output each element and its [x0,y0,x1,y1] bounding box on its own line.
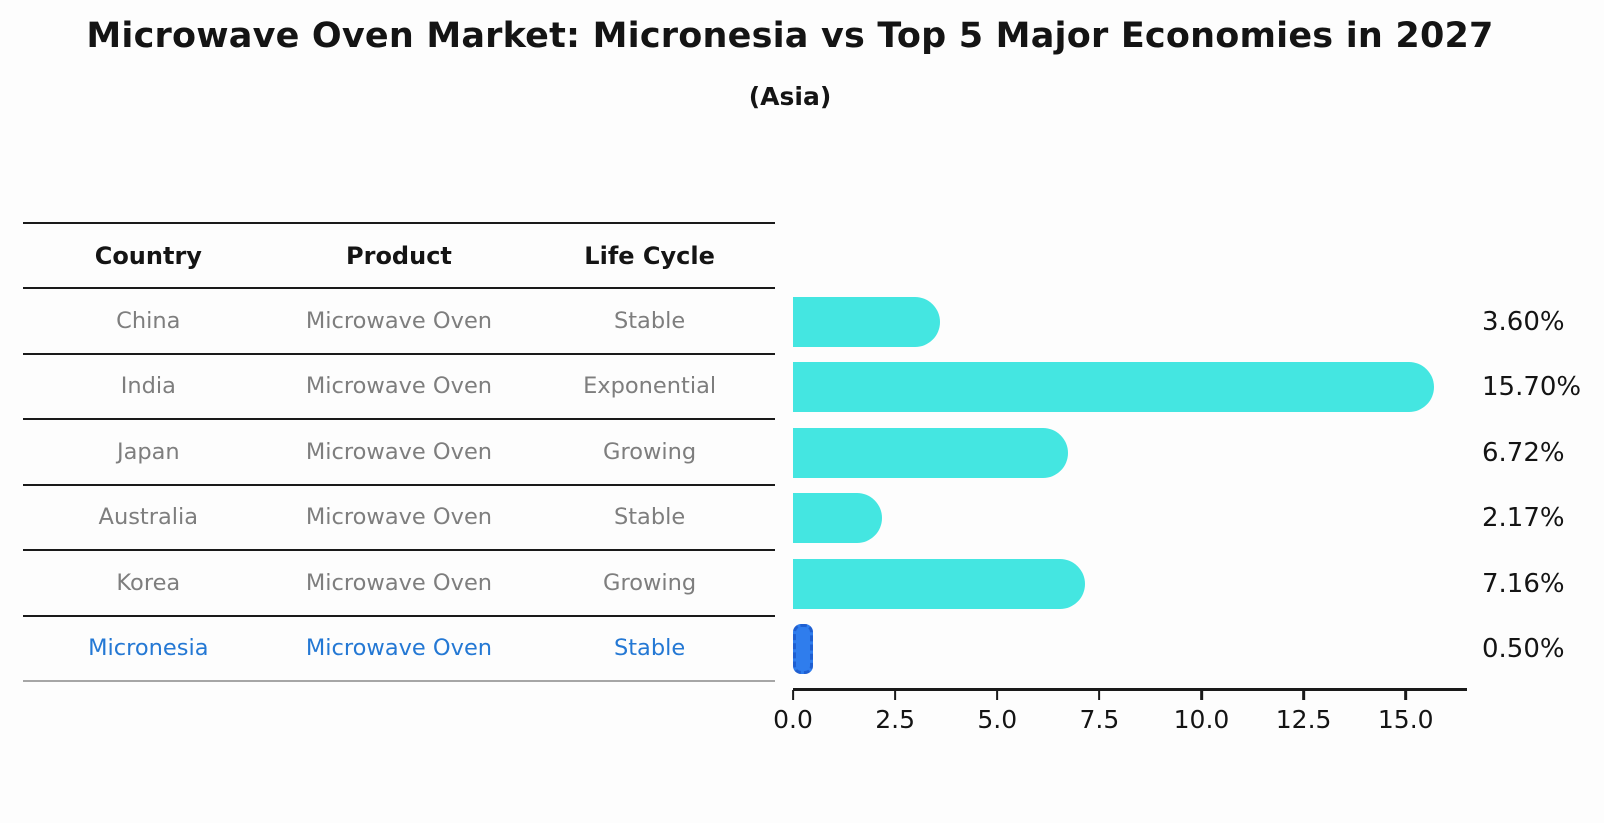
tick-label: 5.0 [977,705,1018,734]
value-label-korea: 7.16% [1482,568,1565,599]
value-label-micronesia: 0.50% [1482,634,1565,665]
value-labels: 3.60% 15.70% 6.72% 2.17% 7.16% 0.50% [1482,289,1604,682]
x-tick: 2.5 [875,690,915,734]
tick-mark [1200,690,1203,700]
table-row-korea: Korea Microwave Oven Growing [23,551,775,617]
chart-subtitle: (Asia) [748,82,832,111]
tick-label: 15.0 [1377,705,1434,734]
country-cell: Korea [116,569,181,596]
table-row-micronesia: Micronesia Microwave Oven Stable [23,617,775,682]
product-cell: Microwave Oven [305,569,493,596]
product-cell: Microwave Oven [305,307,493,334]
tick-mark [893,690,897,700]
product-cell: Microwave Oven [305,635,493,662]
x-tick: 5.0 [977,690,1017,734]
bar-australia [793,493,882,544]
bar-india [793,362,1435,413]
tick-mark [1404,690,1407,700]
table-row-china: China Microwave Oven Stable [23,289,775,355]
bar-japan [793,427,1068,478]
bar-korea [793,558,1086,609]
bar-row [793,486,1467,552]
value-label-china: 3.60% [1482,306,1565,337]
tick-label: 12.5 [1275,705,1332,734]
life-cycle-cell: Growing [603,438,697,465]
bar-row [793,420,1467,486]
tick-mark [1098,690,1101,700]
country-cell: Japan [116,438,180,465]
x-axis-ticks: 0.0 2.5 5.0 7.5 10.0 12.5 15.0 [773,690,1467,740]
bar-row [793,551,1467,617]
tick-label: 2.5 [875,705,915,734]
country-table: Country Product Life Cycle China Microwa… [23,222,775,682]
x-axis-line [793,688,1467,691]
tick-mark [995,690,999,700]
country-cell: Micronesia [88,635,209,662]
col-header-country: Country [94,241,202,270]
table-row-japan: Japan Microwave Oven Growing [23,420,775,486]
life-cycle-cell: Growing [603,569,697,596]
bar-row [793,289,1467,355]
country-cell: Australia [98,504,199,531]
tick-mark [791,690,795,700]
x-tick: 15.0 [1378,690,1434,734]
life-cycle-cell: Stable [613,635,686,662]
life-cycle-cell: Stable [613,307,686,334]
life-cycle-cell: Exponential [583,373,717,400]
value-label-japan: 6.72% [1482,437,1565,468]
tick-label: 0.0 [773,705,813,734]
x-tick: 0.0 [773,690,813,734]
product-cell: Microwave Oven [305,438,493,465]
tick-mark [1302,690,1305,700]
bar-china [793,296,941,347]
x-tick: 10.0 [1173,690,1230,734]
value-label-australia: 2.17% [1482,503,1565,534]
tick-label: 7.5 [1079,705,1120,734]
bar-row [793,617,1467,683]
product-cell: Microwave Oven [305,373,493,400]
bar-plot [793,289,1467,682]
table-row-india: India Microwave Oven Exponential [23,355,775,420]
table-header-row: Country Product Life Cycle [23,224,775,289]
col-header-product: Product [346,241,452,270]
product-cell: Microwave Oven [305,504,493,531]
bar-micronesia [793,624,814,675]
value-label-india: 15.70% [1482,372,1582,403]
table-row-australia: Australia Microwave Oven Stable [23,486,775,551]
tick-label: 10.0 [1173,705,1230,734]
x-tick: 7.5 [1079,690,1119,734]
x-tick: 12.5 [1275,690,1332,734]
chart-title: Microwave Oven Market: Micronesia vs Top… [86,16,1494,56]
bar-row [793,355,1467,421]
country-cell: China [116,307,181,334]
country-cell: India [120,373,176,400]
col-header-life-cycle: Life Cycle [584,241,715,270]
life-cycle-cell: Stable [613,504,686,531]
